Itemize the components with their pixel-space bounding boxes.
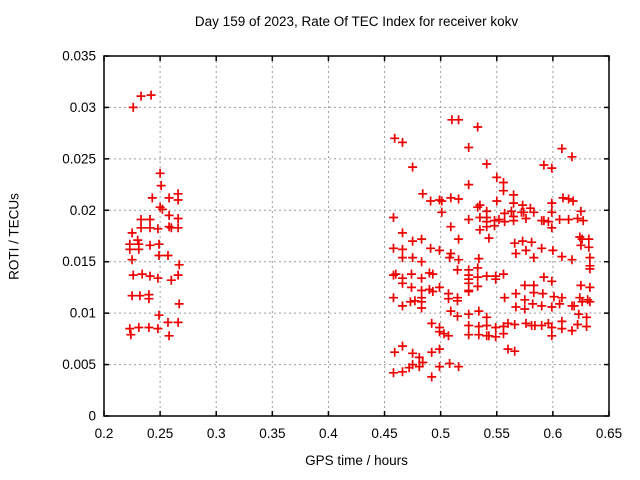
chart-title: Day 159 of 2023, Rate Of TEC Index for r…: [194, 14, 519, 29]
y-tick-label: 0.015: [62, 254, 96, 269]
y-tick-label: 0.035: [62, 49, 96, 64]
tick-labels: 0.2 0.25 0.3 0.35 0.4 0.45 0.5 0.55 0.6 0.65 0 0.00…: [62, 49, 622, 442]
y-tick-label: 0.02: [70, 203, 96, 218]
gridlines: [104, 56, 609, 416]
y-axis-label: ROTI / TECUs: [6, 193, 22, 280]
y-tick-label: 0.005: [62, 357, 96, 372]
x-tick-label: 0.5: [431, 426, 450, 441]
scatter-points: [125, 90, 595, 382]
y-tick-label: 0: [88, 409, 96, 424]
x-tick-label: 0.3: [207, 426, 226, 441]
axis-ticks: [103, 55, 610, 417]
x-tick-label: 0.55: [484, 426, 510, 441]
x-axis-label: GPS time / hours: [305, 453, 408, 468]
y-tick-label: 0.025: [62, 151, 96, 166]
x-tick-label: 0.2: [95, 426, 114, 441]
y-tick-label: 0.03: [70, 100, 96, 115]
plot-border: [103, 55, 610, 417]
x-tick-label: 0.6: [543, 426, 562, 441]
x-tick-label: 0.4: [319, 426, 338, 441]
x-tick-label: 0.45: [371, 426, 397, 441]
x-tick-label: 0.25: [147, 426, 173, 441]
x-tick-label: 0.35: [259, 426, 285, 441]
x-tick-label: 0.65: [596, 426, 622, 441]
y-tick-label: 0.01: [70, 306, 96, 321]
